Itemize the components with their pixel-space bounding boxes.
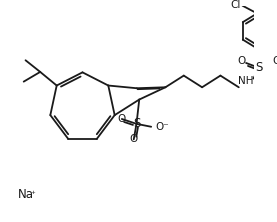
Text: O: O — [237, 56, 246, 66]
Text: Na: Na — [18, 188, 34, 201]
Text: S: S — [255, 61, 263, 74]
Text: O: O — [118, 114, 126, 124]
Text: Cl: Cl — [230, 0, 240, 10]
Text: S: S — [133, 117, 140, 130]
Text: NH: NH — [238, 76, 254, 86]
Text: O: O — [130, 134, 138, 144]
Text: O: O — [272, 56, 277, 66]
Text: O⁻: O⁻ — [156, 122, 170, 132]
Text: ⁺: ⁺ — [30, 190, 35, 199]
